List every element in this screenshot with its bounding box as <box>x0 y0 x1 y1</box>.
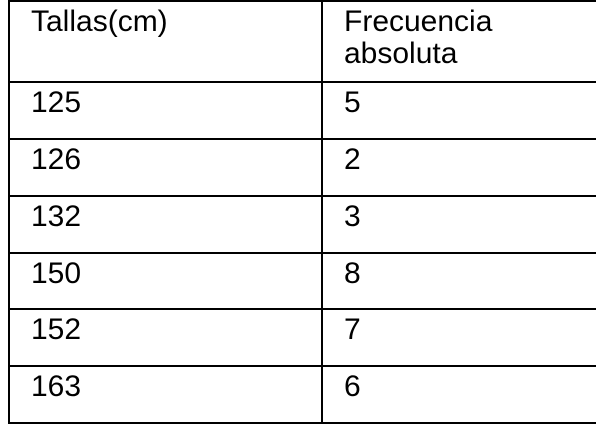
cell-talla: 132 <box>8 194 323 254</box>
table-row: 163 6 <box>8 365 596 424</box>
header-frecuencia-line1: Frecuencia <box>344 5 493 38</box>
cell-frecuencia: 3 <box>321 194 596 254</box>
header-frecuencia-line2: absoluta <box>344 37 458 70</box>
cell-talla: 150 <box>8 251 323 311</box>
cell-talla: 126 <box>8 137 323 197</box>
cell-frecuencia: 7 <box>321 308 596 368</box>
table-row: 132 3 <box>8 194 596 254</box>
table-row: 150 8 <box>8 251 596 311</box>
header-frecuencia: Frecuencia absoluta <box>321 0 596 84</box>
cell-frecuencia: 5 <box>321 81 596 140</box>
cell-talla: 163 <box>8 365 323 424</box>
cell-frecuencia: 2 <box>321 137 596 197</box>
frequency-table: Tallas(cm) Frecuencia absoluta 125 5 126… <box>8 0 596 424</box>
table-row: 152 7 <box>8 308 596 368</box>
cell-frecuencia: 8 <box>321 251 596 311</box>
cell-talla: 125 <box>8 81 323 140</box>
header-tallas: Tallas(cm) <box>8 0 323 84</box>
table-row: 125 5 <box>8 81 596 140</box>
table-row: 126 2 <box>8 137 596 197</box>
header-tallas-label: Tallas(cm) <box>31 5 168 38</box>
cell-frecuencia: 6 <box>321 365 596 424</box>
table-header-row: Tallas(cm) Frecuencia absoluta <box>8 0 596 84</box>
cell-talla: 152 <box>8 308 323 368</box>
